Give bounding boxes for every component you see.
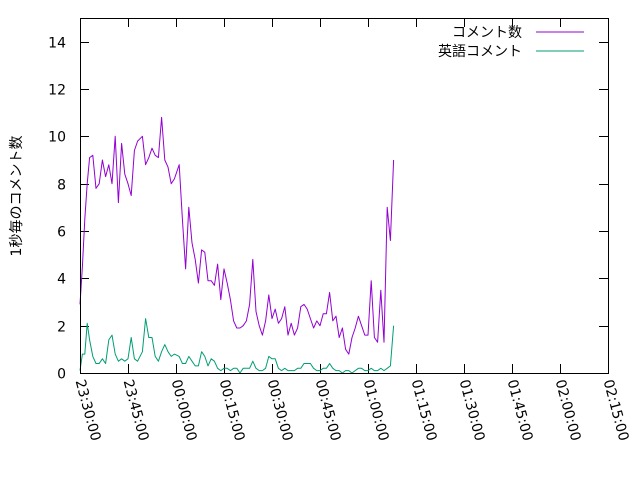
y-tick-label-7: 14 [48,36,66,52]
y-tick-label-1: 2 [57,320,66,336]
plot-frame [80,18,609,374]
legend: コメント数 英語コメント [438,25,584,60]
series-lines [79,116,395,374]
axis-ticks [80,18,609,374]
legend-label-comments: コメント数 [452,25,522,41]
y-tick-label-2: 4 [57,272,66,288]
y-tick-labels: 0 2 4 6 8 10 12 14 [48,36,66,383]
series-line-1 [79,318,395,374]
series-line-0 [79,116,395,355]
y-tick-label-6: 12 [48,83,66,99]
legend-label-english: 英語コメント [438,43,522,60]
y-tick-label-3: 6 [57,225,66,241]
y-tick-label-0: 0 [57,367,66,383]
y-tick-label-4: 8 [57,178,66,194]
y-tick-label-5: 10 [48,130,66,146]
y-axis-label: 1秒毎のコメント数 [9,136,25,257]
